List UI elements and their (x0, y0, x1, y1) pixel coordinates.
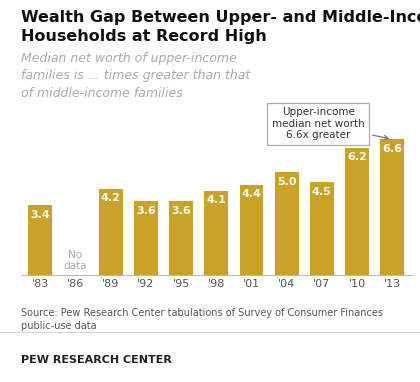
Text: PEW RESEARCH CENTER: PEW RESEARCH CENTER (21, 355, 172, 365)
Text: 4.4: 4.4 (241, 189, 262, 199)
Text: 4.1: 4.1 (206, 195, 226, 205)
Text: Median net worth of upper-income
families is ... times greater than that
of midd: Median net worth of upper-income familie… (21, 52, 250, 100)
Text: 3.4: 3.4 (31, 210, 50, 220)
Bar (239, 185, 263, 275)
Bar (169, 201, 193, 275)
Bar (275, 172, 299, 275)
Text: Source: Pew Research Center tabulations of Survey of Consumer Finances
public-us: Source: Pew Research Center tabulations … (21, 308, 383, 331)
Text: 3.6: 3.6 (171, 206, 191, 215)
Text: 4.2: 4.2 (101, 193, 121, 203)
Bar (29, 205, 52, 275)
Text: Wealth Gap Between Upper- and Middle-Income: Wealth Gap Between Upper- and Middle-Inc… (21, 10, 420, 24)
Bar (345, 147, 369, 275)
Text: 5.0: 5.0 (277, 177, 297, 187)
Text: Households at Record High: Households at Record High (21, 29, 267, 44)
Bar (380, 139, 404, 275)
Bar (205, 191, 228, 275)
Text: Upper-income
median net worth
6.6x greater: Upper-income median net worth 6.6x great… (272, 107, 388, 141)
Bar (134, 201, 158, 275)
Text: 6.6: 6.6 (382, 144, 402, 154)
Text: No
data: No data (64, 250, 87, 271)
Bar (99, 189, 123, 275)
Bar (310, 183, 334, 275)
Text: 6.2: 6.2 (347, 152, 367, 162)
Text: 3.6: 3.6 (136, 206, 156, 215)
Text: 4.5: 4.5 (312, 187, 332, 197)
